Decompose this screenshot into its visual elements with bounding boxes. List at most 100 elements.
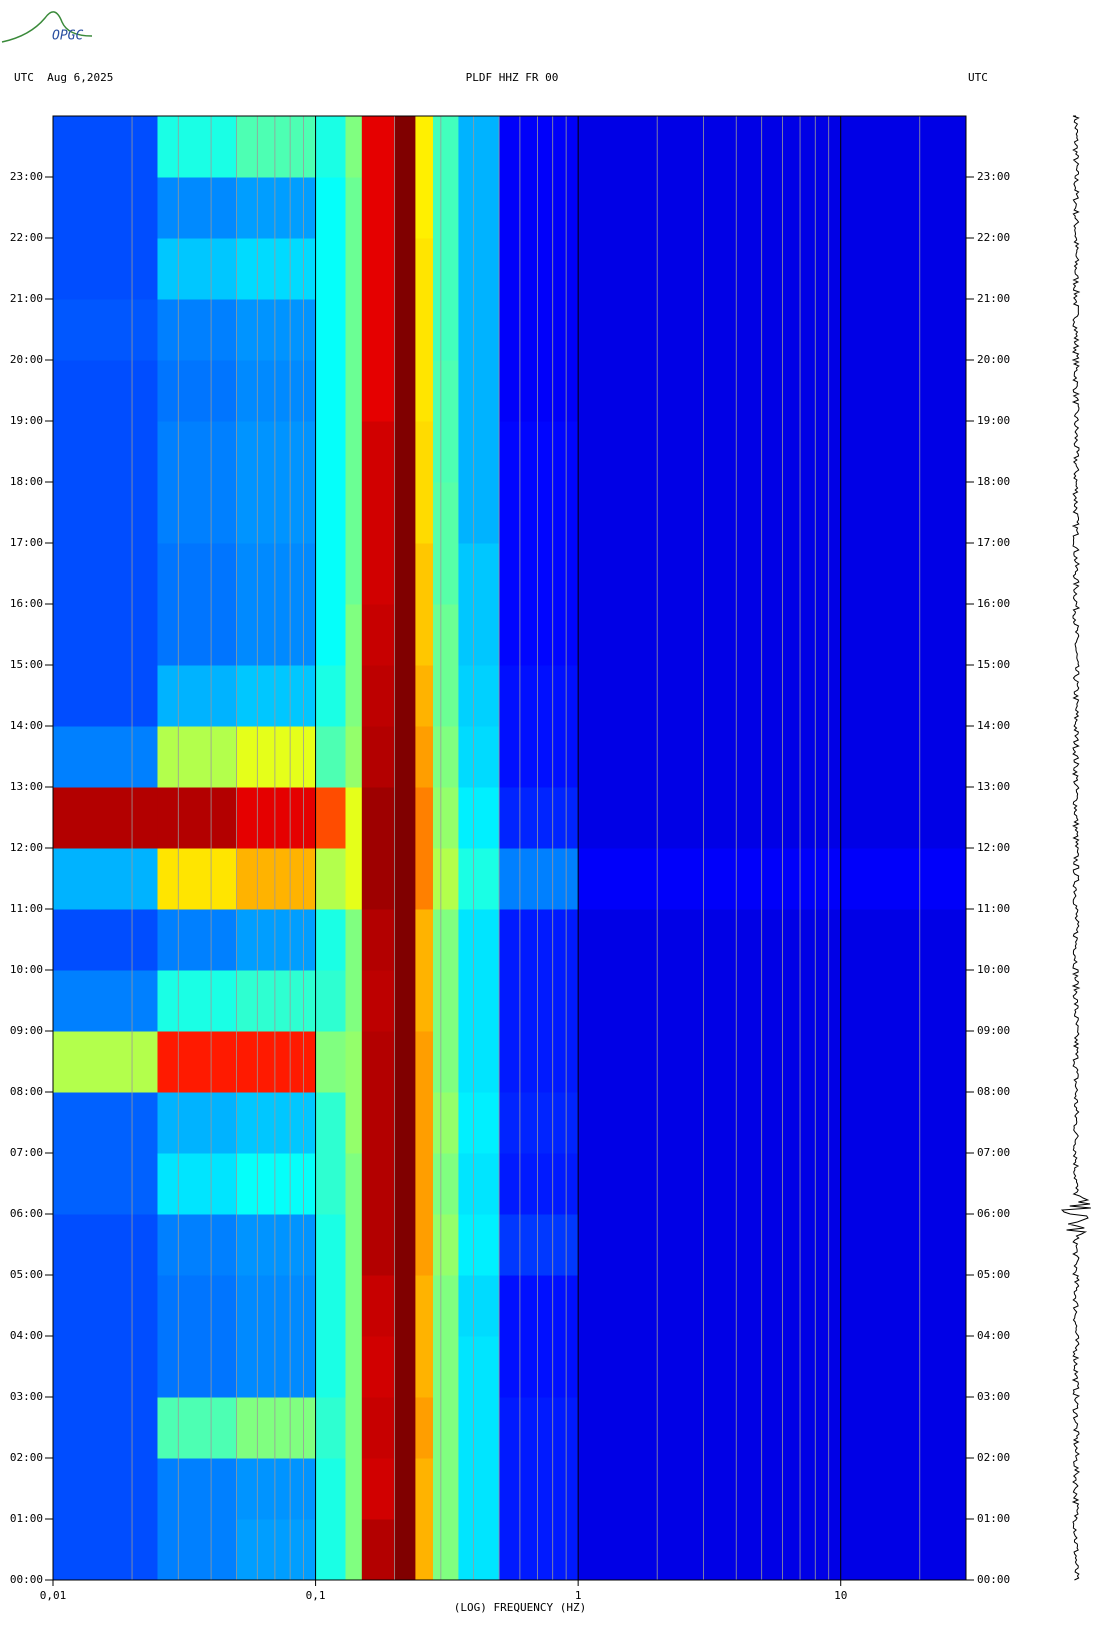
spectrogram-cell [432,1519,459,1581]
spectrogram-cell [432,543,459,605]
spectrogram-cell [432,116,459,178]
x-axis-label: (LOG) FREQUENCY (HZ) [454,1601,586,1614]
spectrogram-cell [394,543,416,605]
spectrogram-cell [432,604,459,666]
spectrogram-cell [499,1214,579,1276]
spectrogram-cell [345,1092,363,1154]
spectrogram-cell [458,1275,500,1337]
spectrogram-cell [432,665,459,727]
spectrogram-cell [157,726,238,788]
spectrogram-cell [394,665,416,727]
y-tick-label-right: 19:00 [977,414,1010,427]
y-tick-label: 01:00 [10,1512,43,1525]
y-tick-label-right: 13:00 [977,780,1010,793]
spectrogram-cell [578,1458,967,1520]
spectrogram-cell [578,1519,967,1581]
spectrogram-cell [432,848,459,910]
spectrogram-cell [53,421,158,483]
spectrogram-cell [315,1031,346,1093]
spectrogram-cell [415,665,434,727]
spectrogram-cell [345,482,363,544]
spectrogram-cell [315,299,346,361]
spectrogram-cell [499,177,579,239]
spectrogram-cell [157,1458,238,1520]
spectrogram-cell [578,360,967,422]
y-tick-label: 14:00 [10,719,43,732]
spectrogram-cell [315,177,346,239]
spectrogram-cell [315,1397,346,1459]
spectrogram-cell [361,848,396,910]
spectrogram-cell [53,1214,158,1276]
spectrogram-cell [315,1214,346,1276]
spectrogram-cell [458,1336,500,1398]
y-tick-label: 00:00 [10,1573,43,1586]
spectrogram-cell [458,482,500,544]
spectrogram-cell [415,1153,434,1215]
spectrogram-cell [394,1275,416,1337]
spectrogram-cell [157,1031,238,1093]
y-tick-label: 13:00 [10,780,43,793]
spectrogram-cell [415,970,434,1032]
y-tick-label: 19:00 [10,414,43,427]
spectrogram-cell [361,1336,396,1398]
spectrogram-cell [315,726,346,788]
spectrogram-cell [315,360,346,422]
spectrogram-cell [415,360,434,422]
spectrogram-cell [458,665,500,727]
spectrogram-cell [499,909,579,971]
spectrogram-cell [345,1519,363,1581]
spectrogram-cell [315,970,346,1032]
y-tick-label-right: 06:00 [977,1207,1010,1220]
spectrogram-cell [236,299,317,361]
spectrogram-cell [315,543,346,605]
spectrogram-cell [361,909,396,971]
y-tick-label-right: 11:00 [977,902,1010,915]
spectrogram-cell [53,482,158,544]
y-tick-label: 09:00 [10,1024,43,1037]
spectrogram-cell [361,543,396,605]
spectrogram-cell [157,909,238,971]
spectrogram-cell [361,1275,396,1337]
y-tick-label-right: 22:00 [977,231,1010,244]
y-tick-label-right: 12:00 [977,841,1010,854]
spectrogram-cell [236,1336,317,1398]
x-tick-label: 0,1 [306,1589,326,1602]
spectrogram-cell [236,1092,317,1154]
spectrogram-cell [157,1092,238,1154]
spectrogram-cell [415,1275,434,1337]
spectrogram-cell [361,360,396,422]
spectrogram-cell [361,1153,396,1215]
spectrogram-cell [361,421,396,483]
y-tick-label: 15:00 [10,658,43,671]
spectrogram-cell [345,848,363,910]
y-tick-label-right: 14:00 [977,719,1010,732]
spectrogram-cell [157,299,238,361]
spectrogram-cell [432,1214,459,1276]
y-tick-label: 17:00 [10,536,43,549]
spectrogram-cell [315,1275,346,1337]
spectrogram-cell [415,421,434,483]
spectrogram-cell [315,116,346,178]
spectrogram-cell [315,1153,346,1215]
spectrogram-cell [458,299,500,361]
spectrogram-cell [415,1214,434,1276]
spectrogram-cell [157,543,238,605]
spectrogram-cell [415,299,434,361]
spectrogram-cell [432,970,459,1032]
spectrogram-cell [394,787,416,849]
spectrogram-cell [345,909,363,971]
spectrogram-cell [499,543,579,605]
spectrogram-cell [345,299,363,361]
y-tick-label: 10:00 [10,963,43,976]
y-tick-label: 08:00 [10,1085,43,1098]
spectrogram-cell [432,360,459,422]
spectrogram-cell [458,360,500,422]
y-tick-label-right: 04:00 [977,1329,1010,1342]
spectrogram-cell [394,177,416,239]
spectrogram-cell [345,238,363,300]
spectrogram-cell [499,1092,579,1154]
spectrogram-cell [53,299,158,361]
spectrogram-cell [578,1214,967,1276]
spectrogram-cell [345,604,363,666]
y-tick-label-right: 20:00 [977,353,1010,366]
